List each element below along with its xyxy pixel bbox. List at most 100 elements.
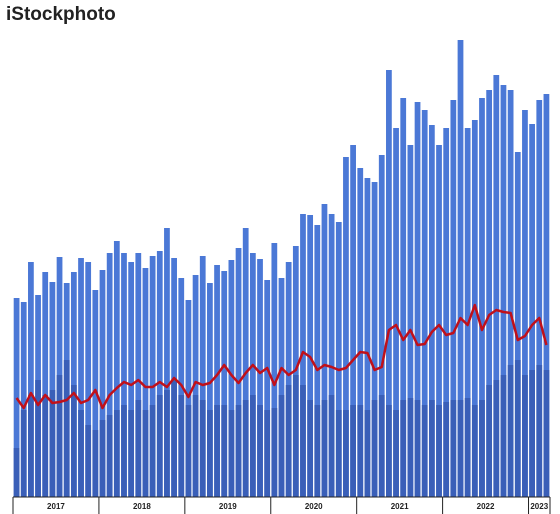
bar: [242, 228, 249, 497]
bar: [249, 395, 256, 497]
bar: [285, 262, 292, 497]
bar: [264, 280, 271, 497]
bar: [106, 415, 113, 497]
bar: [221, 271, 228, 497]
bar: [421, 110, 428, 497]
bar: [178, 278, 185, 497]
bar: [428, 400, 435, 497]
bar: [436, 145, 442, 497]
bar: [421, 405, 428, 497]
bar: [292, 375, 299, 497]
bar: [335, 410, 342, 497]
x-tick-label: 2019: [219, 502, 237, 511]
bar: [464, 128, 471, 497]
bar: [378, 395, 385, 497]
bar: [207, 283, 213, 497]
bar: [321, 400, 328, 497]
x-tick-label: 2018: [133, 502, 151, 511]
bar: [464, 398, 471, 497]
bar: [20, 302, 27, 497]
chart-title: iStockphoto: [6, 4, 116, 25]
bar: [28, 395, 34, 497]
bar: [529, 370, 535, 497]
bar: [414, 102, 421, 497]
bar: [149, 405, 156, 497]
bar: [228, 260, 235, 497]
bar: [400, 400, 407, 497]
bar: [35, 380, 41, 497]
bar: [443, 128, 450, 497]
bar: [113, 410, 120, 497]
bar: [357, 405, 364, 497]
bar: [13, 298, 20, 497]
bar: [450, 100, 457, 497]
bar: [343, 157, 349, 497]
bar: [457, 400, 464, 497]
bar: [335, 222, 342, 497]
bar: [70, 272, 77, 497]
bar: [486, 90, 493, 497]
bar: [285, 385, 292, 497]
bar: [479, 400, 485, 497]
bar: [92, 430, 99, 497]
bar: [70, 385, 77, 497]
bar: [42, 395, 49, 497]
bar: [371, 182, 378, 497]
bar: [28, 262, 34, 497]
bar: [514, 360, 521, 497]
bar: [371, 400, 378, 497]
line: [15, 303, 548, 410]
bar: [149, 256, 156, 497]
bar: [135, 400, 142, 497]
bar: [199, 400, 206, 497]
bar: [121, 253, 127, 497]
bar: [393, 128, 399, 497]
bar: [228, 410, 235, 497]
bar: [343, 410, 349, 497]
bar: [536, 365, 543, 497]
bar: [185, 300, 192, 497]
x-tick-label: 2017: [47, 502, 65, 511]
bar: [49, 282, 56, 497]
bar: [99, 420, 106, 497]
bar: [514, 152, 521, 497]
bar: [264, 410, 271, 497]
bar: [56, 375, 63, 497]
bar: [278, 278, 285, 497]
bar: [522, 110, 528, 497]
bar: [214, 265, 220, 497]
bar: [314, 225, 321, 497]
bar: [328, 395, 335, 497]
bar: [257, 405, 263, 497]
bar: [493, 380, 500, 497]
bar: [199, 256, 206, 497]
bar: [121, 405, 127, 497]
bar: [364, 178, 371, 497]
bar: [128, 410, 135, 497]
bar: [314, 405, 321, 497]
bar: [85, 425, 92, 497]
bar: [507, 90, 514, 497]
bar: [242, 400, 249, 497]
bar: [543, 370, 550, 497]
bar: [386, 70, 392, 497]
bar: [106, 253, 113, 497]
bar: [307, 400, 314, 497]
bar: [113, 241, 120, 497]
bar: [20, 410, 27, 497]
bar: [378, 155, 385, 497]
bar: [321, 204, 328, 497]
bar: [185, 405, 192, 497]
bar: [142, 268, 149, 497]
bar: [493, 75, 500, 497]
x-tick-label: 2022: [477, 502, 495, 511]
bar: [192, 275, 199, 497]
bar: [49, 390, 56, 497]
bar: [271, 243, 278, 497]
bar: [486, 385, 493, 497]
bar: [543, 94, 550, 497]
x-tick-label: 2021: [391, 502, 409, 511]
bar: [214, 405, 220, 497]
bar: [407, 398, 414, 497]
bar: [63, 360, 70, 497]
